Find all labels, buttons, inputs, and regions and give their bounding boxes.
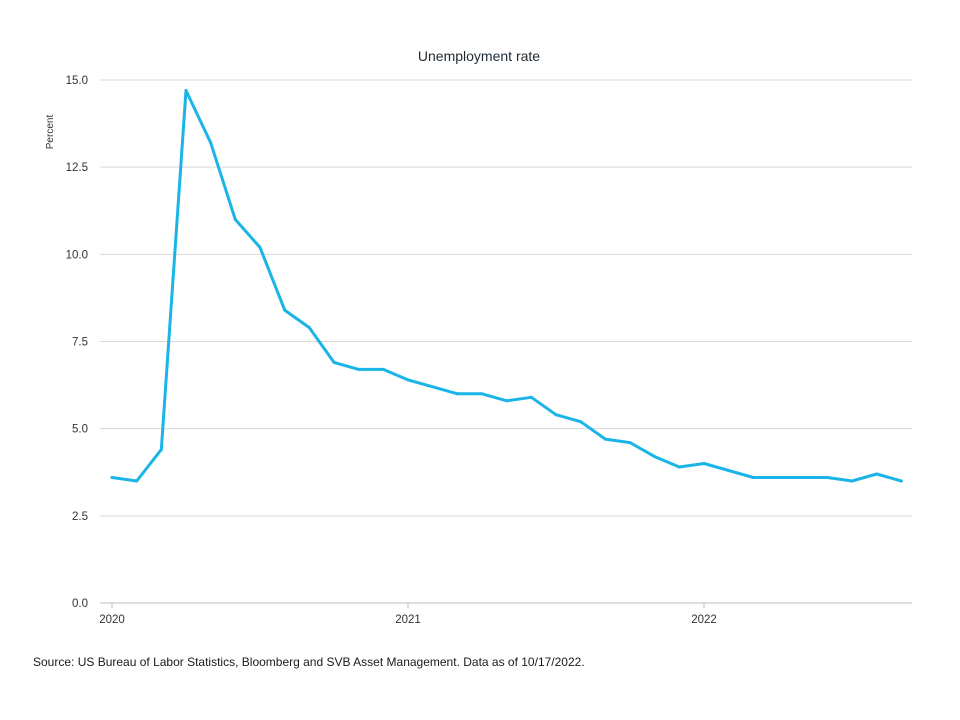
- data-point: [579, 420, 583, 424]
- x-tick-label: 2020: [99, 614, 125, 626]
- data-points: [110, 89, 903, 483]
- data-point: [776, 476, 780, 479]
- data-point: [653, 455, 657, 459]
- series-line: [110, 89, 903, 483]
- x-tick-labels: 2020 2021 2022: [99, 603, 717, 626]
- data-point: [110, 476, 114, 479]
- data-point: [505, 399, 509, 403]
- data-point: [381, 367, 385, 371]
- x-tick-label: 2021: [395, 614, 421, 626]
- data-point: [233, 218, 237, 221]
- y-tick-label: 5.0: [72, 424, 88, 436]
- data-point: [307, 326, 311, 330]
- data-point: [554, 413, 558, 417]
- data-point: [751, 476, 755, 479]
- y-tick-label: 0.0: [72, 598, 88, 610]
- y-tick-label: 2.5: [72, 511, 88, 523]
- data-point: [258, 245, 262, 249]
- x-tick-label: 2022: [691, 614, 717, 626]
- data-point: [850, 479, 854, 483]
- y-axis-label: Percent: [45, 115, 56, 150]
- data-point: [159, 448, 163, 452]
- y-tick-labels: 0.0 2.5 5.0 7.5 10.0 12.5 15.0: [66, 75, 88, 610]
- data-point: [283, 308, 287, 312]
- data-point: [184, 89, 188, 92]
- data-point: [135, 479, 139, 483]
- y-tick-label: 15.0: [66, 75, 88, 87]
- data-point: [801, 476, 805, 479]
- source-note: Source: US Bureau of Labor Statistics, B…: [33, 655, 585, 669]
- data-point: [875, 472, 879, 476]
- data-point: [209, 141, 213, 145]
- data-point: [406, 378, 410, 382]
- y-tick-label: 12.5: [66, 162, 88, 174]
- gridlines: [100, 79, 912, 517]
- data-point: [431, 385, 435, 389]
- data-point: [332, 360, 336, 364]
- data-point: [628, 441, 632, 445]
- chart-title: Unemployment rate: [418, 48, 540, 64]
- data-point: [727, 469, 731, 472]
- data-point: [899, 479, 903, 483]
- data-point: [603, 437, 607, 441]
- data-point: [357, 367, 361, 371]
- data-point: [529, 395, 533, 399]
- data-point: [825, 476, 829, 479]
- data-point: [677, 465, 681, 469]
- data-point: [455, 392, 459, 396]
- data-point: [480, 392, 484, 396]
- y-tick-label: 10.0: [66, 249, 88, 261]
- y-tick-label: 7.5: [72, 337, 88, 349]
- data-point: [702, 462, 706, 465]
